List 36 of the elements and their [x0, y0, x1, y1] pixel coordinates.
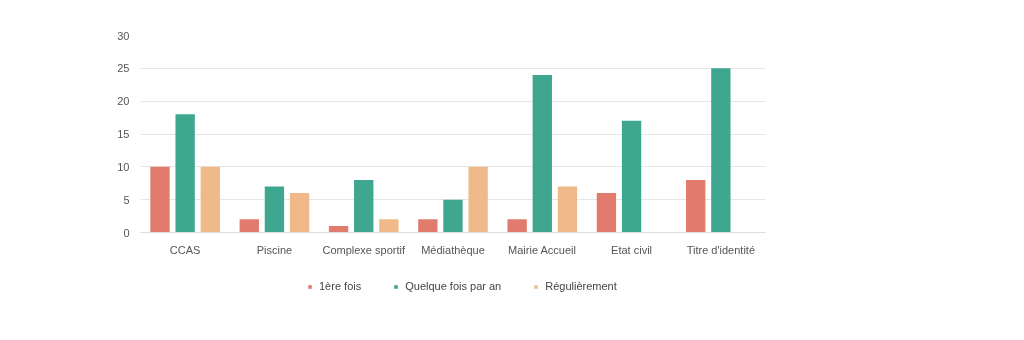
x-tick-label: Médiathèque: [421, 243, 485, 256]
y-tick-label: 15: [117, 128, 130, 140]
x-tick-label: Complexe sportif: [322, 243, 406, 256]
y-tick-label: 10: [117, 160, 130, 173]
bar: [264, 186, 285, 233]
bar: [443, 199, 463, 233]
bar: [328, 225, 349, 233]
y-tick-label: 30: [117, 29, 130, 42]
x-tick-label: Etat civil: [611, 243, 653, 256]
bar: [507, 219, 527, 233]
bar: [200, 166, 220, 233]
y-tick-label: 20: [117, 95, 130, 108]
bar: [532, 74, 552, 233]
bar: [686, 179, 706, 233]
bar: [379, 219, 399, 233]
y-tick-label: 0: [123, 226, 130, 239]
bar: [354, 179, 374, 233]
x-tick-label: Mairie Accueil: [508, 243, 576, 256]
bar: [175, 114, 195, 233]
bar: [711, 68, 731, 233]
y-tick-label: 5: [123, 193, 130, 206]
bar: [557, 186, 578, 233]
bar: [239, 219, 259, 233]
x-tick-label: CCAS: [169, 243, 201, 256]
legend-label: 1ère fois: [319, 280, 362, 292]
bar: [596, 193, 617, 233]
bar: [418, 219, 438, 233]
bar: [289, 193, 310, 233]
x-tick-label: Piscine: [256, 243, 293, 256]
x-tick-label: Titre d'identité: [686, 243, 756, 256]
bar: [621, 120, 642, 233]
legend-label: Régulièrement: [545, 280, 617, 292]
bar: [150, 166, 170, 233]
legend-label: Quelque fois par an: [405, 280, 502, 292]
bar: [468, 166, 488, 233]
y-tick-label: 25: [117, 62, 130, 75]
